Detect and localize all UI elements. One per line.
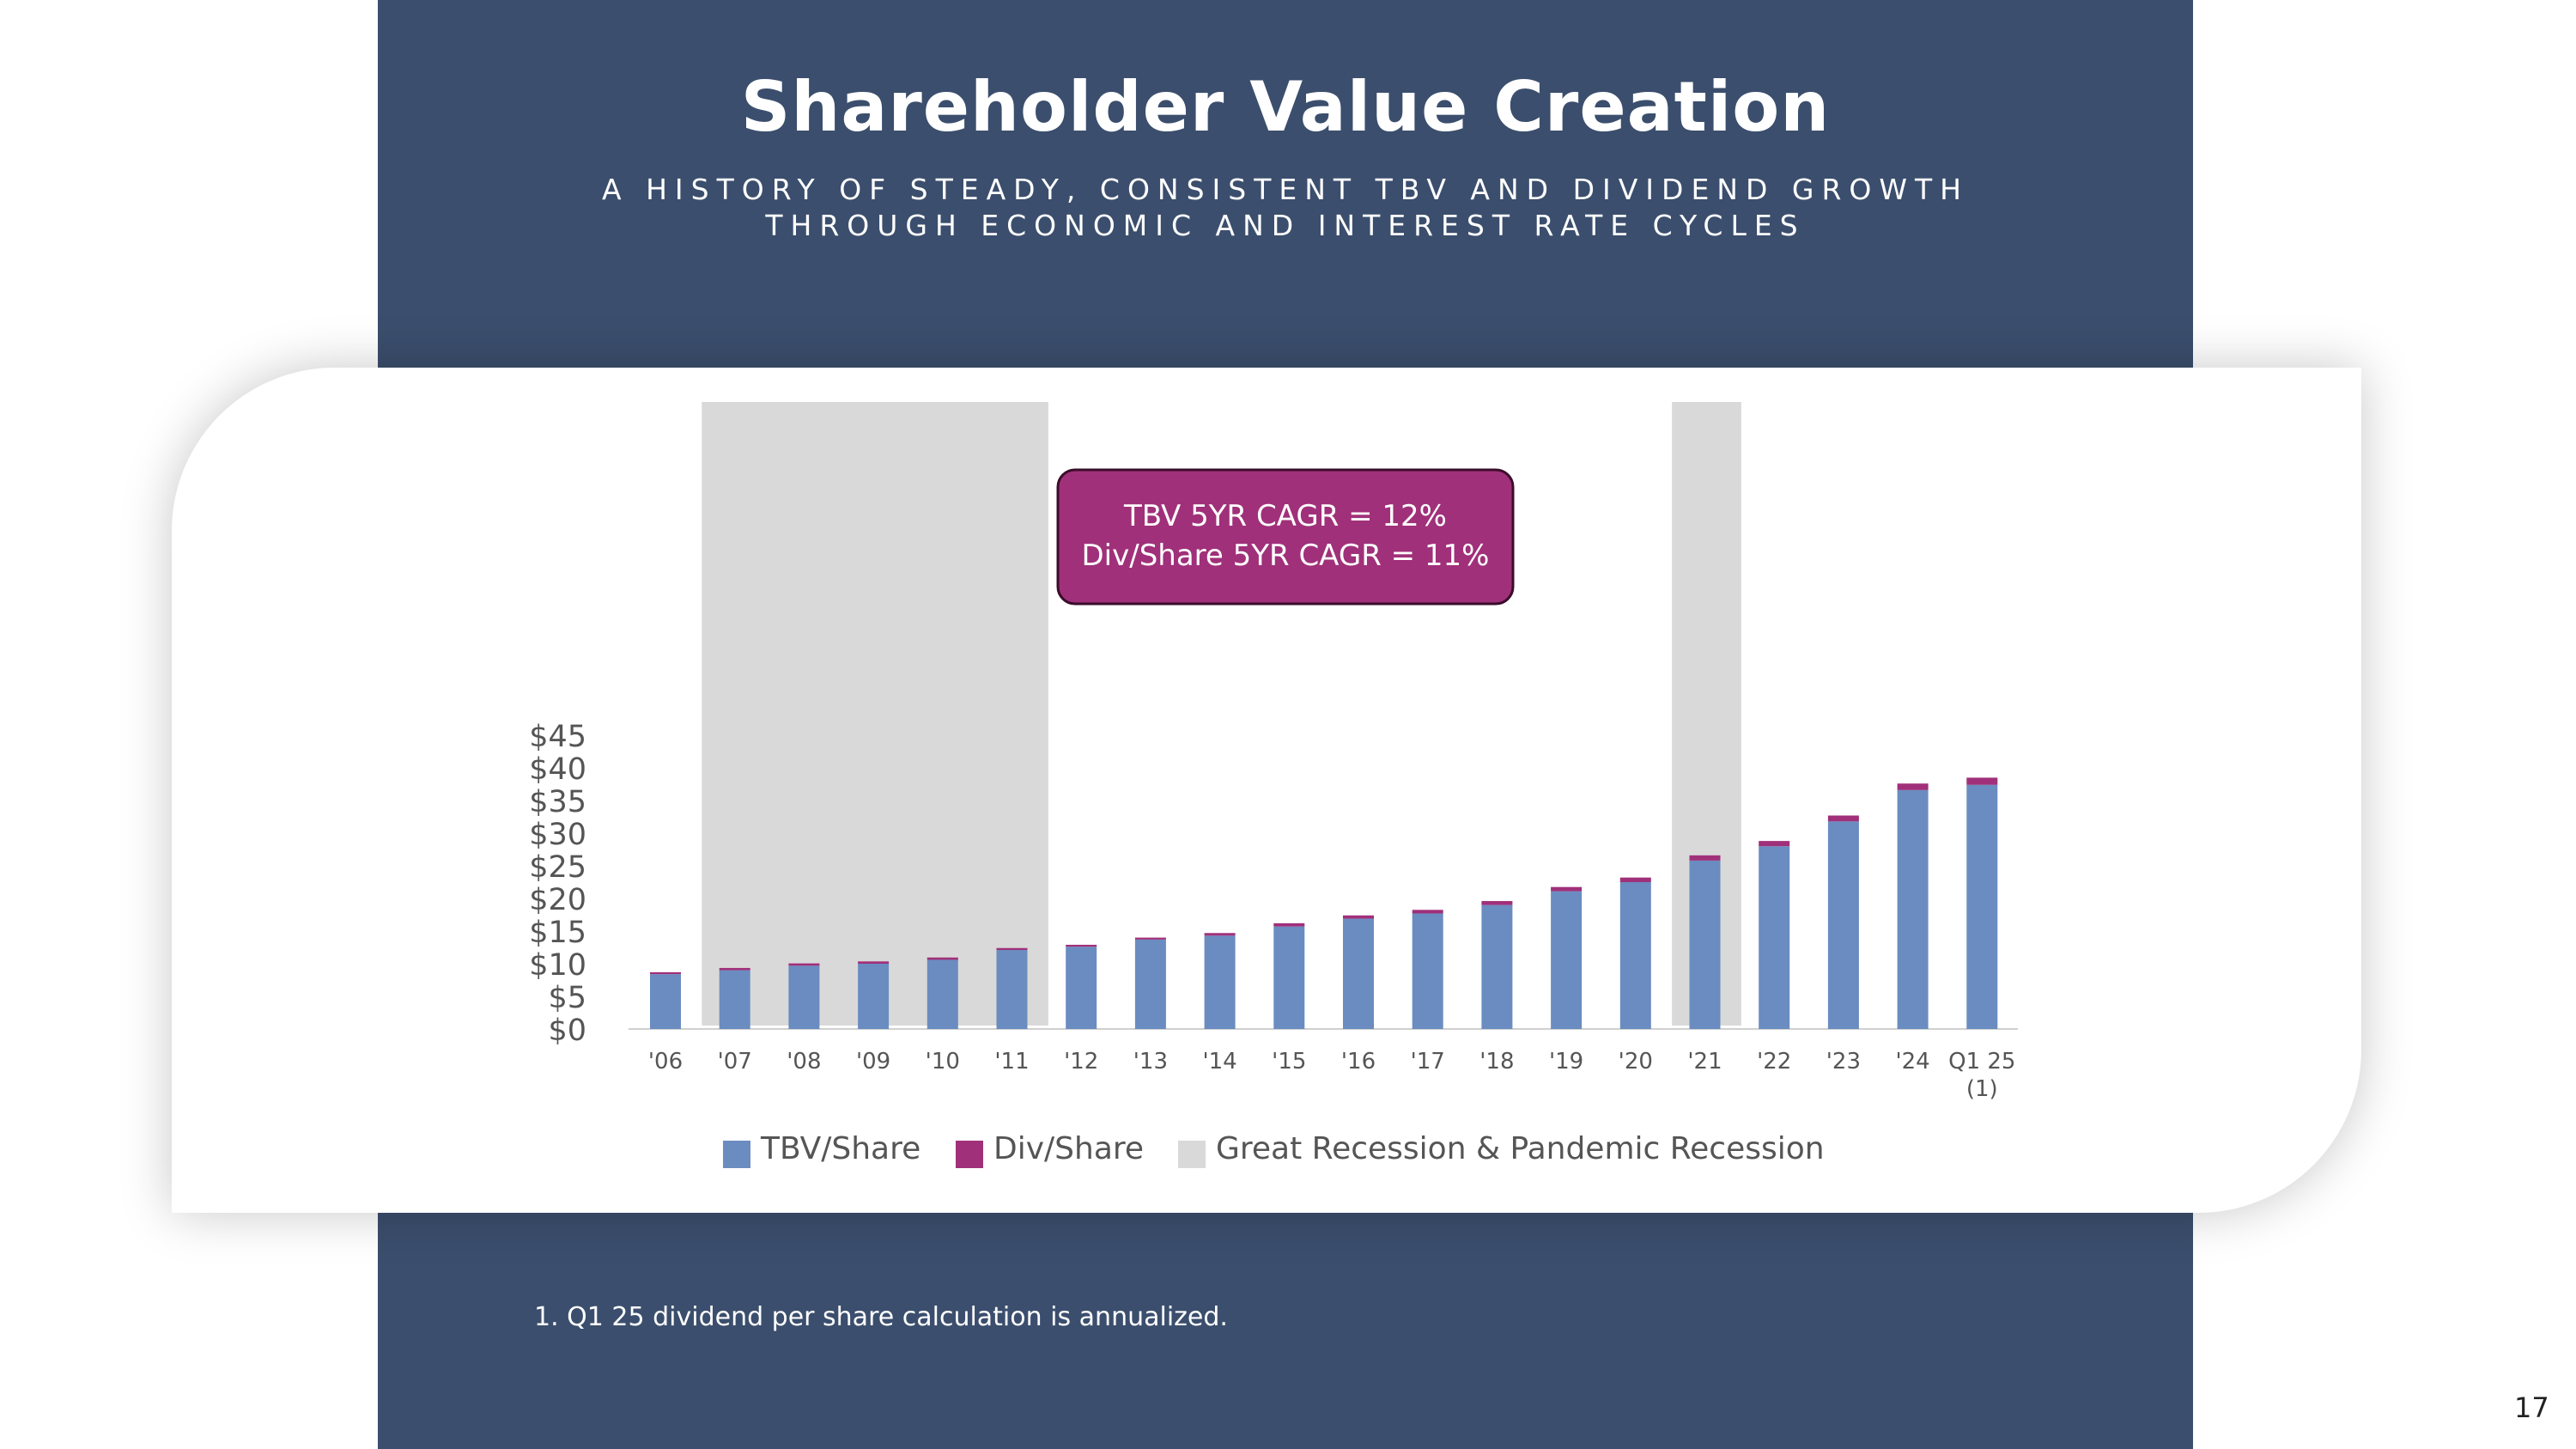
x-tick-label: '06	[648, 1049, 683, 1075]
bar-div-3	[858, 961, 890, 964]
bar-tbv-9	[1273, 926, 1305, 1029]
stacked-bar-chart: $0$5$10$15$20$25$30$35$40$45 '06 '07 '08 '0…	[529, 402, 2018, 1168]
x-tick-label: '13	[1133, 1049, 1168, 1075]
y-tick-label: $25	[529, 850, 586, 885]
bar-tbv-15	[1689, 860, 1721, 1029]
bar-tbv-1	[719, 970, 750, 1029]
bar-tbv-18	[1897, 789, 1929, 1029]
bar-div-19	[1966, 777, 1998, 785]
bar-div-16	[1759, 841, 1790, 847]
cagr-line-tbv: TBV 5YR CAGR = 12%	[1123, 499, 1447, 533]
recession-band-1	[702, 402, 1048, 1026]
legend-swatch-1	[723, 1141, 750, 1168]
x-tick-label: '12	[1064, 1049, 1098, 1075]
y-tick-label: $45	[529, 720, 586, 754]
x-tick-label: '16	[1341, 1049, 1376, 1075]
bar-tbv-2	[788, 965, 820, 1029]
cagr-line-div: Div/Share 5YR CAGR = 11%	[1081, 539, 1489, 573]
bar-tbv-6	[1066, 947, 1097, 1029]
bar-tbv-12	[1481, 904, 1513, 1029]
x-tick-label: Q1 25 (1)	[1948, 1049, 2015, 1102]
y-tick-label: $30	[529, 818, 586, 852]
y-tick-label: $0	[548, 1014, 586, 1048]
x-tick-label: '09	[856, 1049, 890, 1075]
y-tick-label: $10	[529, 948, 586, 983]
x-tick-label: '15	[1272, 1049, 1306, 1075]
x-tick-label: '21	[1687, 1049, 1722, 1075]
y-tick-label: $20	[529, 883, 586, 917]
x-tick-label: '19	[1549, 1049, 1583, 1075]
slide-subtitle: A HISTORY OF STEADY, CONSISTENT TBV AND …	[602, 173, 1969, 242]
bar-div-10	[1343, 915, 1374, 919]
bar-tbv-16	[1759, 846, 1790, 1029]
bar-tbv-0	[650, 974, 681, 1029]
x-tick-label: '10	[926, 1049, 960, 1075]
bar-div-14	[1619, 877, 1651, 882]
legend-swatch-2	[956, 1141, 983, 1168]
bar-tbv-14	[1619, 882, 1651, 1029]
bar-tbv-5	[996, 950, 1028, 1029]
legend-swatch-3	[1178, 1141, 1206, 1168]
page-number: 17	[2514, 1391, 2549, 1424]
x-tick-label: '08	[787, 1049, 821, 1075]
x-tick-label: '23	[1826, 1049, 1861, 1075]
x-tick-label: '14	[1202, 1049, 1236, 1075]
x-tick-label: '17	[1411, 1049, 1445, 1075]
bar-div-7	[1134, 937, 1166, 940]
bar-tbv-7	[1134, 939, 1166, 1029]
bar-div-4	[927, 957, 958, 960]
y-tick-label: $35	[529, 785, 586, 819]
bar-div-18	[1897, 783, 1929, 790]
bar-tbv-3	[858, 964, 890, 1029]
bar-tbv-4	[927, 959, 958, 1029]
y-tick-label: $40	[529, 752, 586, 787]
bar-div-2	[788, 963, 820, 966]
slide-title: Shareholder Value Creation	[740, 67, 1831, 147]
x-tick-label: '24	[1895, 1049, 1929, 1075]
bar-div-8	[1204, 933, 1236, 936]
bar-div-15	[1689, 855, 1721, 861]
bar-div-12	[1481, 901, 1513, 905]
bar-tbv-17	[1827, 821, 1859, 1029]
bar-div-13	[1551, 886, 1583, 892]
bar-div-0	[650, 971, 681, 975]
y-tick-label: $5	[548, 981, 586, 1015]
bar-div-6	[1066, 944, 1097, 947]
bar-tbv-11	[1412, 913, 1443, 1029]
legend-label-1: TBV/Share	[760, 1131, 920, 1166]
bar-div-9	[1273, 922, 1305, 927]
cagr-annotation-box	[1056, 468, 1515, 606]
bar-tbv-8	[1204, 935, 1236, 1029]
x-tick-label: '07	[718, 1049, 752, 1075]
bar-tbv-10	[1343, 918, 1374, 1029]
legend-label-2: Div/Share	[993, 1131, 1144, 1166]
x-tick-label: '11	[994, 1049, 1029, 1075]
footnote: 1. Q1 25 dividend per share calculation …	[534, 1302, 1228, 1332]
bar-tbv-19	[1966, 784, 1998, 1029]
y-tick-label: $15	[529, 916, 586, 950]
x-tick-label: '20	[1619, 1049, 1653, 1075]
bar-div-5	[996, 947, 1028, 951]
x-tick-label: '18	[1479, 1049, 1514, 1075]
bar-div-1	[719, 967, 750, 971]
x-tick-label: '22	[1757, 1049, 1791, 1075]
bar-div-17	[1827, 815, 1859, 822]
chart-card: $0 $5 $10 $15 $20 $25 $30 $35 $40 $45 '06 '07 '08 '0…	[172, 368, 2361, 1213]
bar-div-11	[1412, 910, 1443, 914]
bar-tbv-13	[1551, 891, 1583, 1029]
legend-label-3: Great Recession & Pandemic Recession	[1216, 1131, 1825, 1166]
